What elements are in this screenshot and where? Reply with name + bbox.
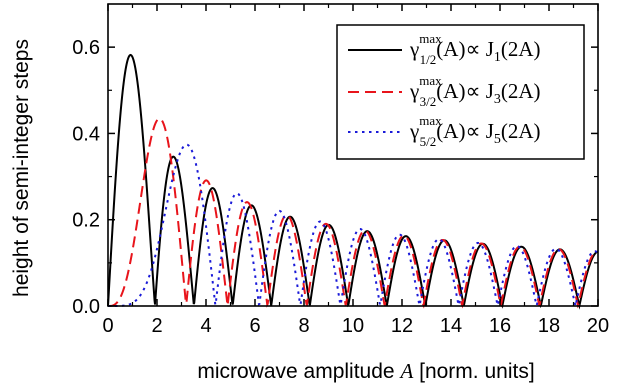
x-tick-label: 10 (342, 315, 364, 337)
tick-labels: 0 2 4 6 8 10 12 14 16 18 20 0.0 0.2 0.4 0.6 (72, 37, 609, 337)
x-tick-label: 14 (440, 315, 462, 337)
y-tick-label: 0.6 (72, 37, 100, 59)
plot-area (107, 53, 599, 310)
y-tick-label: 0.0 (72, 296, 100, 318)
x-axis-title-unit: [norm. units] (419, 360, 535, 383)
x-tick-label: 6 (249, 315, 260, 337)
x-axis-title-var: A (398, 359, 413, 383)
x-tick-label: 20 (587, 315, 609, 337)
legend-label-3: γmax 5/2(A)∝ J5(2A) (409, 113, 541, 149)
legend: γmax 1/2(A)∝ J1(2A) γmax 3/2(A)∝ J3(2A) γmax… (336, 24, 585, 160)
x-tick-label: 8 (298, 315, 309, 337)
legend-label-1: γmax 1/2(A)∝ J1(2A) (409, 31, 541, 67)
legend-label-2: γmax 3/2(A)∝ J3(2A) (409, 73, 541, 109)
x-tick-label: 4 (200, 315, 211, 337)
y-tick-label: 0.4 (72, 123, 100, 145)
y-axis-title: height of semi-integer steps (10, 39, 33, 297)
series-line-2 (108, 117, 599, 309)
x-tick-label: 2 (151, 315, 162, 337)
x-tick-label: 0 (102, 315, 113, 337)
x-tick-label: 12 (391, 315, 413, 337)
ticks (107, 4, 599, 307)
x-tick-label: 18 (538, 315, 560, 337)
x-tick-label: 16 (489, 315, 511, 337)
legend-box (336, 24, 585, 160)
x-axis-title: microwave amplitude A [norm. units] (197, 359, 534, 383)
y-tick-label: 0.2 (72, 210, 100, 232)
x-axis-title-text: microwave amplitude (197, 360, 394, 383)
series-line-1 (107, 53, 599, 310)
